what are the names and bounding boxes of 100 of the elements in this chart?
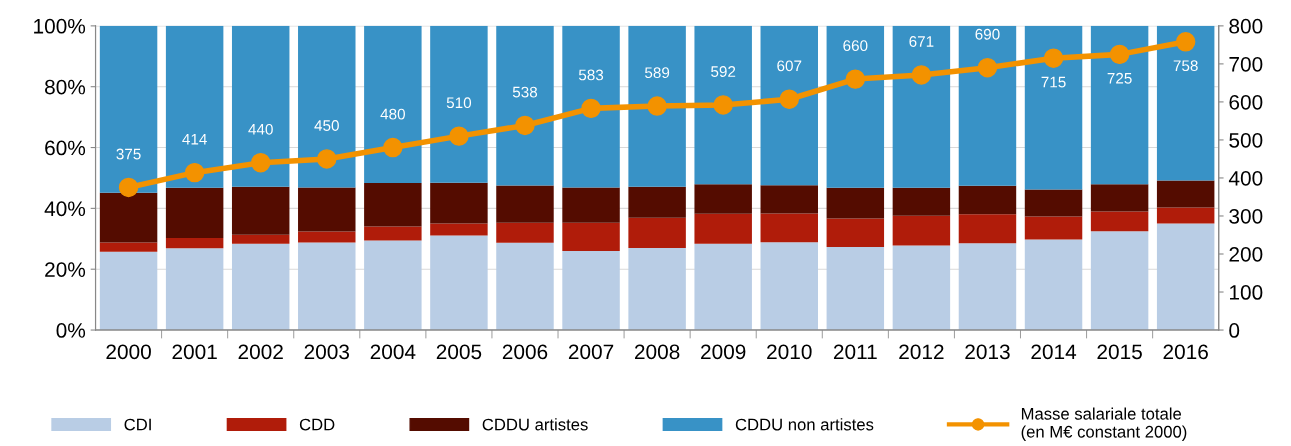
bar <box>1090 184 1149 212</box>
point <box>383 137 403 158</box>
y2-tick-label: 400 <box>1228 170 1263 186</box>
bar <box>826 218 885 247</box>
y-tick-label: 40% <box>44 201 86 217</box>
y2-tick-label: 200 <box>1229 247 1263 262</box>
x-tick-label: 2001 <box>172 344 217 360</box>
legend-label: CDDU artistes <box>482 418 588 431</box>
bar <box>1090 211 1149 232</box>
y-tick-label: 100% <box>34 18 86 34</box>
bar <box>231 25 290 187</box>
bar <box>165 248 224 331</box>
x-tick-label: 2013 <box>965 344 1010 360</box>
bar <box>892 245 951 331</box>
data-label: 715 <box>1041 76 1066 88</box>
bar <box>694 243 752 331</box>
y2-tick-label: 600 <box>1229 94 1263 110</box>
bar <box>364 25 422 184</box>
bar <box>430 223 488 236</box>
bar <box>231 186 290 235</box>
data-label: 589 <box>644 67 670 79</box>
bar <box>1024 216 1083 240</box>
point <box>713 95 733 115</box>
legend-label: CDI <box>124 418 151 431</box>
data-label: 375 <box>116 148 141 160</box>
data-label: 725 <box>1107 72 1132 84</box>
bar <box>99 192 158 243</box>
x-tick-label: 2008 <box>635 344 680 360</box>
x-tick-label: 2009 <box>701 344 746 360</box>
data-label: 414 <box>182 133 207 145</box>
bar <box>628 25 686 187</box>
bar <box>958 185 1017 215</box>
data-label: 583 <box>578 69 604 81</box>
data-label: 538 <box>512 86 538 98</box>
y2-tick-label: 800 <box>1229 18 1263 34</box>
x-tick-label: 2016 <box>1163 344 1208 360</box>
bar <box>826 25 885 188</box>
bar <box>760 242 818 331</box>
bar <box>165 25 224 188</box>
y2-tick-label: 100 <box>1230 285 1263 300</box>
point <box>184 162 205 183</box>
data-label: 480 <box>380 108 405 120</box>
bar <box>496 222 554 243</box>
y-tick-label: 60% <box>45 140 86 156</box>
bar <box>1156 180 1215 208</box>
x-tick-label: 2006 <box>502 344 548 360</box>
bar <box>231 234 290 244</box>
bar <box>562 187 620 223</box>
bar <box>760 213 818 243</box>
bar <box>99 251 158 331</box>
bar <box>826 187 885 219</box>
x-tick-label: 2015 <box>1097 344 1142 360</box>
bar <box>1156 223 1215 331</box>
x-tick-label: 2004 <box>370 344 416 360</box>
data-label: 440 <box>248 123 273 135</box>
bar <box>364 226 422 241</box>
y-tick-label: 20% <box>45 262 86 277</box>
bar <box>1090 25 1149 185</box>
bar <box>298 242 356 331</box>
bar <box>1090 231 1149 331</box>
point <box>779 89 799 109</box>
bar <box>892 187 951 216</box>
bar <box>430 235 488 331</box>
x-tick-label: 2012 <box>899 344 944 360</box>
bar <box>496 242 554 331</box>
data-label: 671 <box>909 36 934 47</box>
bar <box>694 213 752 244</box>
bar <box>958 243 1017 331</box>
legend-label: CDDU non artistes <box>735 418 874 431</box>
bar <box>628 247 686 331</box>
y-tick-label: 0% <box>56 323 86 338</box>
point <box>911 65 932 85</box>
bar <box>1024 189 1083 217</box>
bar <box>826 247 885 331</box>
x-tick-label: 2011 <box>833 344 877 360</box>
point <box>581 98 601 119</box>
x-tick-label: 2010 <box>767 344 812 360</box>
point <box>250 153 271 173</box>
bar <box>430 25 488 183</box>
bar <box>298 187 356 232</box>
x-tick-label: 2014 <box>1031 344 1077 360</box>
y2-tick-label: 300 <box>1229 208 1263 224</box>
bar <box>694 25 752 185</box>
point <box>1175 32 1196 52</box>
point <box>1043 48 1064 68</box>
bar <box>298 231 356 243</box>
bar <box>562 250 620 331</box>
bar <box>1156 25 1215 181</box>
bar <box>694 184 752 214</box>
bar <box>892 25 951 188</box>
x-tick-label: 2005 <box>436 344 482 360</box>
bar <box>958 25 1017 186</box>
data-label: 450 <box>314 120 339 131</box>
data-label: 510 <box>446 97 472 109</box>
x-tick-label: 2003 <box>304 344 350 360</box>
bar <box>165 237 224 249</box>
bar <box>628 186 686 218</box>
bar <box>958 214 1017 244</box>
data-label: 607 <box>777 60 802 72</box>
bar <box>99 242 158 252</box>
